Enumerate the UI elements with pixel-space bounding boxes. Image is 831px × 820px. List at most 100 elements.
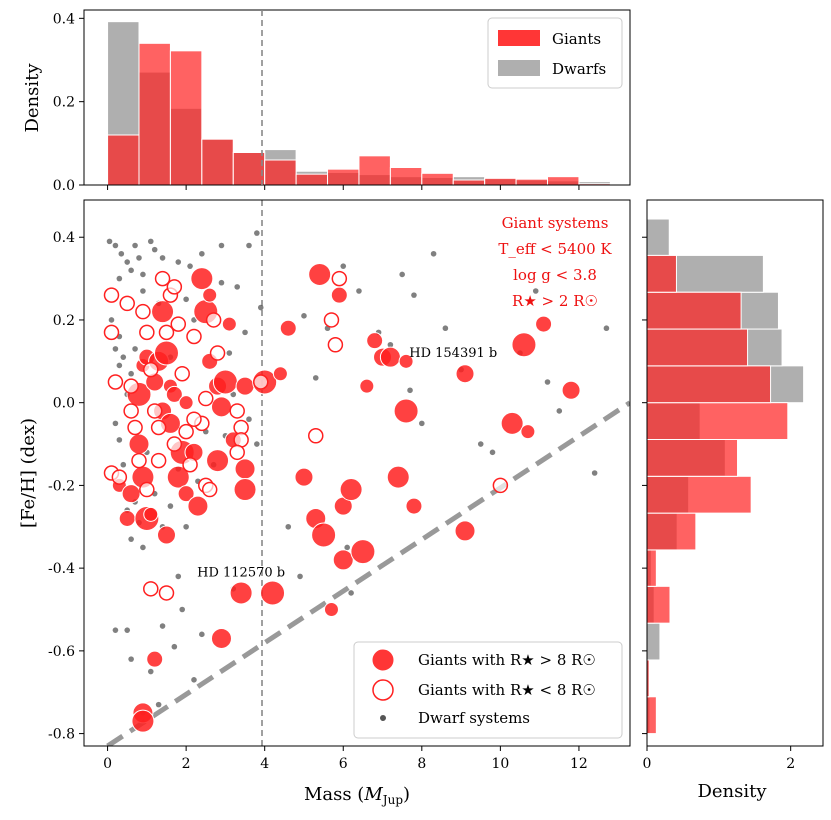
legend-label-dwarfs-scatter: Dwarf systems [418,709,530,727]
dwarf-point [556,408,563,414]
top-histogram-frame [83,9,631,186]
dwarf-point [175,259,182,265]
dwarf-point [242,329,248,336]
giant-large-point [166,465,190,489]
giant-large-point [156,525,176,545]
dwarf-point [132,242,138,249]
dwarf-point [603,325,610,332]
scatter-frame [83,199,631,747]
top-legend: Giants Dwarfs [487,17,623,89]
giant-large-point [260,580,286,606]
giant-large-point [235,376,255,396]
right-bar-dwarfs [646,218,670,256]
x-tick-label: 12 [570,756,588,772]
dwarf-point [246,416,252,423]
giant-large-point [202,287,218,303]
top-x-ticks [107,185,580,190]
dwarf-point [285,523,292,530]
giant-small-point [201,481,218,498]
giant-large-point [535,315,553,333]
dwarf-point [544,379,551,385]
dwarf-point [218,279,225,286]
x-tick-label: 6 [339,756,348,772]
dwarf-point [254,230,260,236]
giant-small-point [229,403,245,419]
x-tick-label: 2 [182,756,191,772]
legend-label-small-giants: Giants with R★ < 8 R☉ [418,681,596,699]
giant-small-point [209,345,226,361]
dwarf-point [226,350,233,356]
giant-large-point [323,602,339,617]
dwarf-point [112,346,119,352]
dwarf-point [106,238,113,245]
giant-small-point [158,324,175,341]
dwarf-point [199,250,205,257]
dwarf-point [124,627,131,633]
giant-large-points [111,262,581,733]
giant-small-point [150,452,167,469]
dwarf-point [218,242,225,249]
giant-large-point [206,449,230,473]
giant-small-point [123,378,139,394]
giant-large-point [330,286,348,304]
top-bar-giants [327,168,360,186]
giant-small-point [119,295,135,312]
giant-large-point [234,458,256,480]
giant-small-point [150,419,167,436]
legend-swatch-dwarfs [498,60,540,76]
y-tick-label: -0.4 [48,561,75,577]
top-bar-giants [107,134,140,186]
giant-small-point [327,337,344,353]
giant-small-point [143,361,159,378]
dwarf-point [399,271,405,278]
dwarf-point [108,317,115,323]
giant-small-point [103,287,120,303]
dwarf-point [254,441,260,447]
dwarf-point [340,263,347,269]
dwarf-point [124,259,131,265]
giant-large-point [190,267,214,291]
giant-large-point [294,467,314,487]
giant-small-point [253,374,269,390]
dwarf-point [147,238,154,245]
giant-large-point [398,353,414,369]
giant-large-point [366,332,384,350]
giant-small-point [166,436,183,452]
x-tick-label: 10 [491,756,509,772]
top-bar-giants [138,42,171,186]
giant-large-point [405,497,423,515]
dwarf-point [179,606,186,613]
giant-small-point [178,423,194,440]
criteria-teff: T_eff < 5400 K [498,240,612,258]
giant-small-point [186,411,202,427]
y-tick-label: -0.2 [48,478,75,494]
dwarf-point [147,668,154,675]
giant-small-point [186,328,202,345]
dwarf-point [230,391,237,398]
giant-large-point [454,520,476,542]
dwarf-point [128,370,134,377]
dwarf-point [140,544,146,551]
giant-large-point [118,510,136,527]
giant-selection-criteria: Giant systems T_eff < 5400 K log g < 3.8… [498,214,612,310]
y-tick-label: -0.6 [48,644,75,660]
dwarf-point [532,288,539,294]
criteria-title: Giant systems [502,214,609,232]
x-tick-label: 0 [103,756,112,772]
giant-small-points [103,270,509,601]
top-bar-giants [232,152,266,186]
y-ticks: 0.4 0.2 0.0 -0.2 -0.4 -0.6 -0.8 [48,230,84,743]
y-tick-label: -0.8 [48,727,75,743]
dwarf-point [132,346,138,352]
giant-large-point [511,332,537,358]
dwarf-point [159,623,166,629]
dwarf-point [140,288,146,294]
right-bar-giants [646,549,657,587]
annotation-hd154391b: HD 154391 b [409,346,497,361]
giant-small-point [127,419,143,436]
dwarf-point [155,701,162,708]
giant-large-point [212,369,238,395]
dwarf-point [120,461,127,468]
